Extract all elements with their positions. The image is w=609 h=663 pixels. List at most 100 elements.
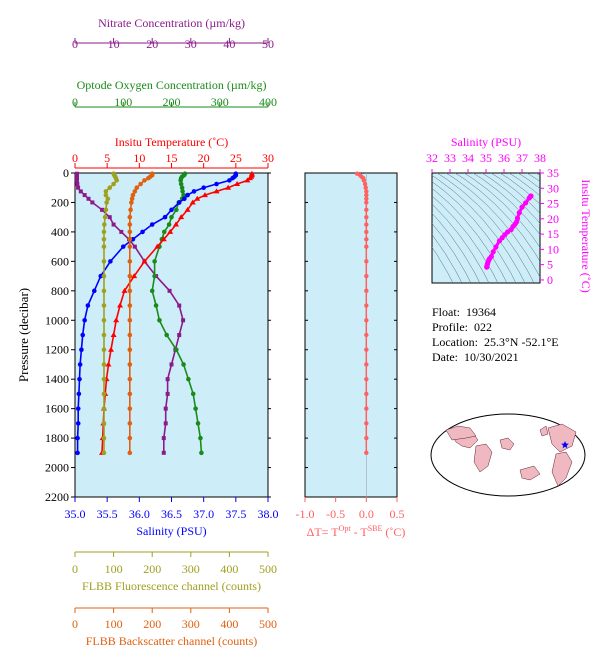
- map-land: [445, 425, 477, 441]
- point-oxygen: [152, 273, 157, 279]
- delta-title-part: ΔT= T: [307, 525, 340, 539]
- point-nitrate: [132, 244, 137, 249]
- axis-tick-label-nitrate: 40: [223, 37, 235, 51]
- ts-point: [516, 210, 522, 216]
- axis-tick-label-oxygen: 300: [211, 95, 229, 109]
- point-backscatter: [127, 273, 133, 279]
- point-temperature: [246, 175, 253, 181]
- point-salinity: [108, 259, 113, 264]
- point-fluorescence: [101, 303, 107, 308]
- point-backscatter: [132, 189, 138, 194]
- density-contour: [432, 181, 517, 283]
- point-nitrate: [167, 288, 172, 293]
- delta-t-point: [364, 200, 369, 205]
- point-nitrate: [75, 182, 80, 187]
- point-temperature: [213, 188, 220, 194]
- point-temperature: [178, 214, 185, 220]
- delta-title-part: (˚C): [382, 525, 405, 539]
- point-backscatter: [127, 214, 133, 220]
- point-temperature: [184, 206, 191, 212]
- axis-tick-label-fluorescence: 300: [182, 562, 200, 576]
- axis-tick-label-backscatter: 500: [259, 617, 277, 631]
- delta-t-point: [364, 229, 369, 235]
- point-oxygen: [174, 207, 179, 213]
- point-salinity: [214, 181, 219, 187]
- point-oxygen: [179, 185, 185, 191]
- point-salinity: [120, 244, 126, 249]
- point-backscatter: [127, 362, 133, 367]
- axis-tick-label-temperature: 15: [166, 151, 178, 165]
- ts-y-tick-label: 0: [547, 273, 553, 287]
- point-oxygen: [199, 450, 204, 456]
- point-salinity: [77, 362, 83, 367]
- ts-point: [523, 200, 529, 206]
- delta-t-point: [364, 288, 369, 294]
- float-info: Float: 19364 Profile: 022 Location: 25.3…: [432, 305, 559, 365]
- delta-title-part: SBE: [368, 524, 383, 533]
- point-salinity: [230, 175, 235, 181]
- map-land: [499, 437, 515, 451]
- map-land: [547, 423, 577, 453]
- delta-t-point: [364, 207, 369, 213]
- point-nitrate: [78, 189, 83, 194]
- axis-tick-label-backscatter: 100: [105, 617, 123, 631]
- ts-y-tick-label: 10: [547, 242, 559, 256]
- point-salinity: [75, 450, 80, 456]
- delta-t-point: [364, 406, 369, 411]
- point-oxygen: [195, 421, 201, 426]
- point-temperature: [173, 221, 180, 227]
- ts-x-tick-label: 35: [480, 151, 492, 165]
- point-oxygen: [149, 288, 155, 294]
- point-fluorescence: [101, 288, 107, 294]
- point-backscatter: [127, 376, 133, 382]
- point-oxygen: [161, 229, 167, 235]
- point-fluorescence: [105, 196, 111, 202]
- point-fluorescence: [107, 185, 113, 191]
- point-fluorescence: [101, 244, 107, 249]
- axis-tick-label-oxygen: 200: [163, 95, 181, 109]
- point-backscatter: [127, 244, 133, 249]
- point-salinity: [82, 317, 87, 323]
- point-oxygen: [169, 214, 174, 220]
- delta-t-point: [364, 362, 369, 367]
- point-salinity: [191, 189, 197, 194]
- ts-x-tick-label: 33: [444, 151, 456, 165]
- axis-tick-label-salinity: 36.0: [129, 507, 150, 521]
- point-temperature: [154, 243, 161, 249]
- delta-x-tick-label: 0.0: [359, 507, 374, 521]
- ts-point: [519, 204, 525, 210]
- delta-t-point: [361, 178, 367, 183]
- point-fluorescence: [101, 391, 107, 397]
- density-contours: [432, 173, 540, 283]
- point-fluorescence: [101, 273, 107, 279]
- map-land: [551, 451, 573, 487]
- point-backscatter: [129, 200, 134, 205]
- point-nitrate: [86, 196, 91, 201]
- point-temperature: [108, 346, 115, 352]
- star-marker: [561, 441, 569, 449]
- point-backscatter: [128, 207, 133, 213]
- axis-title-salinity: Salinity (PSU): [136, 524, 206, 538]
- point-temperature: [131, 273, 138, 279]
- ts-y-tick-label: 35: [547, 166, 559, 180]
- y-axis-title: Pressure (decibar): [16, 288, 31, 382]
- y-tick-label: 600: [51, 254, 69, 268]
- axis-tick-label-salinity: 37.5: [225, 507, 246, 521]
- axis-tick-label-backscatter: 300: [182, 617, 200, 631]
- point-fluorescence: [101, 376, 107, 382]
- point-salinity: [176, 200, 182, 205]
- y-tick-label: 1400: [45, 372, 69, 386]
- point-salinity: [85, 303, 91, 308]
- point-backscatter: [127, 332, 133, 338]
- point-backscatter: [127, 391, 133, 397]
- point-salinity: [98, 273, 104, 279]
- point-nitrate: [165, 377, 170, 382]
- map-land: [519, 465, 541, 481]
- point-backscatter: [127, 421, 133, 426]
- point-salinity: [185, 192, 190, 198]
- axis-tick-label-backscatter: 200: [143, 617, 161, 631]
- axis-tick-label-temperature: 5: [104, 151, 110, 165]
- delta-t-point: [364, 259, 369, 264]
- y-tick-label: 200: [51, 195, 69, 209]
- delta-t-point: [362, 181, 368, 187]
